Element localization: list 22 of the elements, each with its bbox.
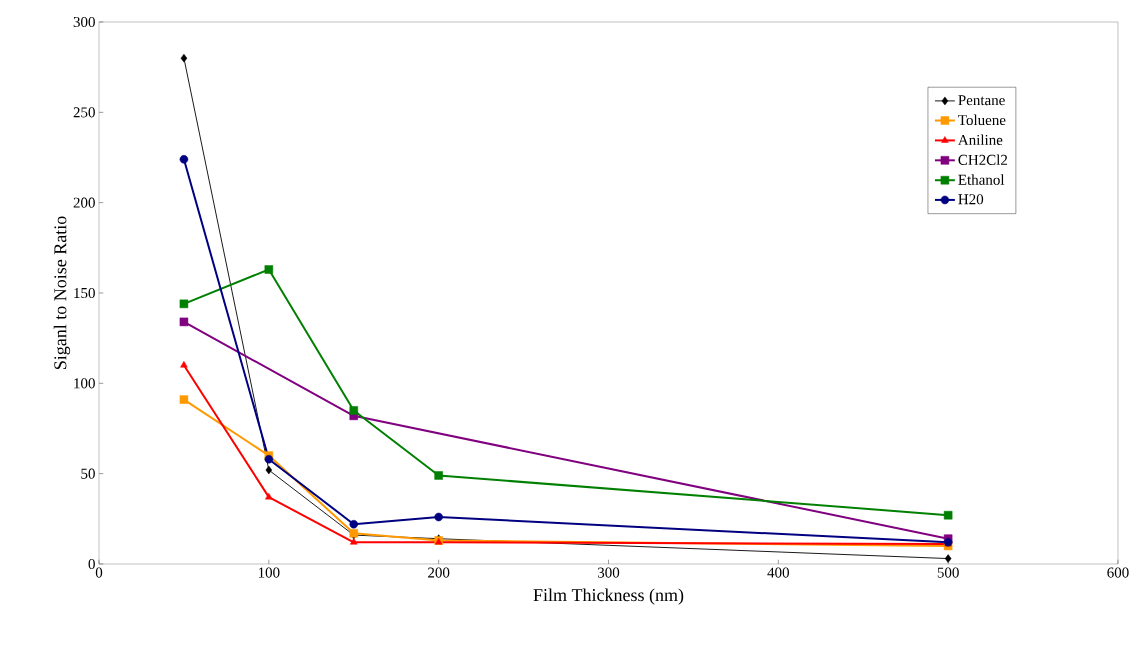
legend-label: Ethanol xyxy=(958,174,1005,185)
y-tick-label: 250 xyxy=(73,107,95,118)
legend-label: Toluene xyxy=(958,114,1006,126)
y-tick-label: 150 xyxy=(74,287,95,299)
legend-label: H20 xyxy=(958,194,984,205)
x-tick-label: 100 xyxy=(258,567,280,578)
legend-label: CH2Cl2 xyxy=(958,154,1008,165)
y-axis-title: Siganl to Noise Ratio xyxy=(53,216,71,370)
x-tick-label: 0 xyxy=(95,567,103,578)
x-tick-label: 200 xyxy=(428,567,450,578)
legend-label: Aniline xyxy=(958,134,1003,146)
y-tick-label: 0 xyxy=(88,558,95,570)
y-tick-label: 300 xyxy=(73,16,95,28)
x-tick-label: 600 xyxy=(1107,567,1129,578)
x-tick-label: 500 xyxy=(937,567,959,578)
y-tick-label: 200 xyxy=(73,197,95,208)
x-tick-label: 300 xyxy=(597,567,620,578)
x-tick-label: 400 xyxy=(767,567,789,578)
x-axis-title: Film Thickness (nm) xyxy=(533,588,684,605)
legend-label: Pentane xyxy=(958,95,1005,106)
y-tick-label: 50 xyxy=(81,468,95,479)
y-tick-label: 100 xyxy=(74,378,95,389)
